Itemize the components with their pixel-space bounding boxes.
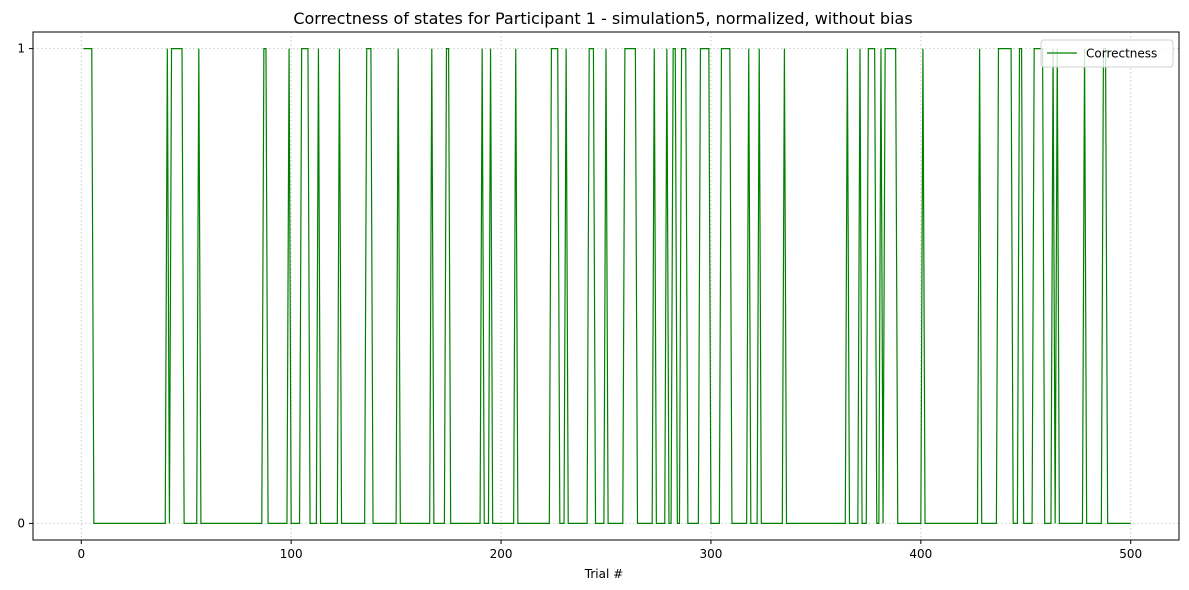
y-tick-label: 0 xyxy=(17,516,25,530)
x-axis-label: Trial # xyxy=(584,567,623,581)
y-tick-label: 1 xyxy=(17,42,25,56)
x-tick-label: 400 xyxy=(909,547,932,561)
plot-area xyxy=(32,31,1180,541)
x-tick-label: 0 xyxy=(77,547,85,561)
series-line-correctness xyxy=(83,48,1131,524)
y-axis: 01 xyxy=(17,42,33,530)
x-axis: 0 100 200 300 400 500 xyxy=(77,540,1142,561)
legend-label-correctness: Correctness xyxy=(1086,47,1157,61)
grid xyxy=(33,32,1179,540)
x-tick-label: 500 xyxy=(1119,547,1142,561)
legend: Correctness xyxy=(1040,39,1174,68)
legend-box xyxy=(1040,39,1174,68)
chart-title: Correctness of states for Participant 1 … xyxy=(293,9,912,28)
x-tick-label: 300 xyxy=(699,547,722,561)
x-tick-label: 100 xyxy=(280,547,303,561)
x-tick-label: 200 xyxy=(490,547,513,561)
